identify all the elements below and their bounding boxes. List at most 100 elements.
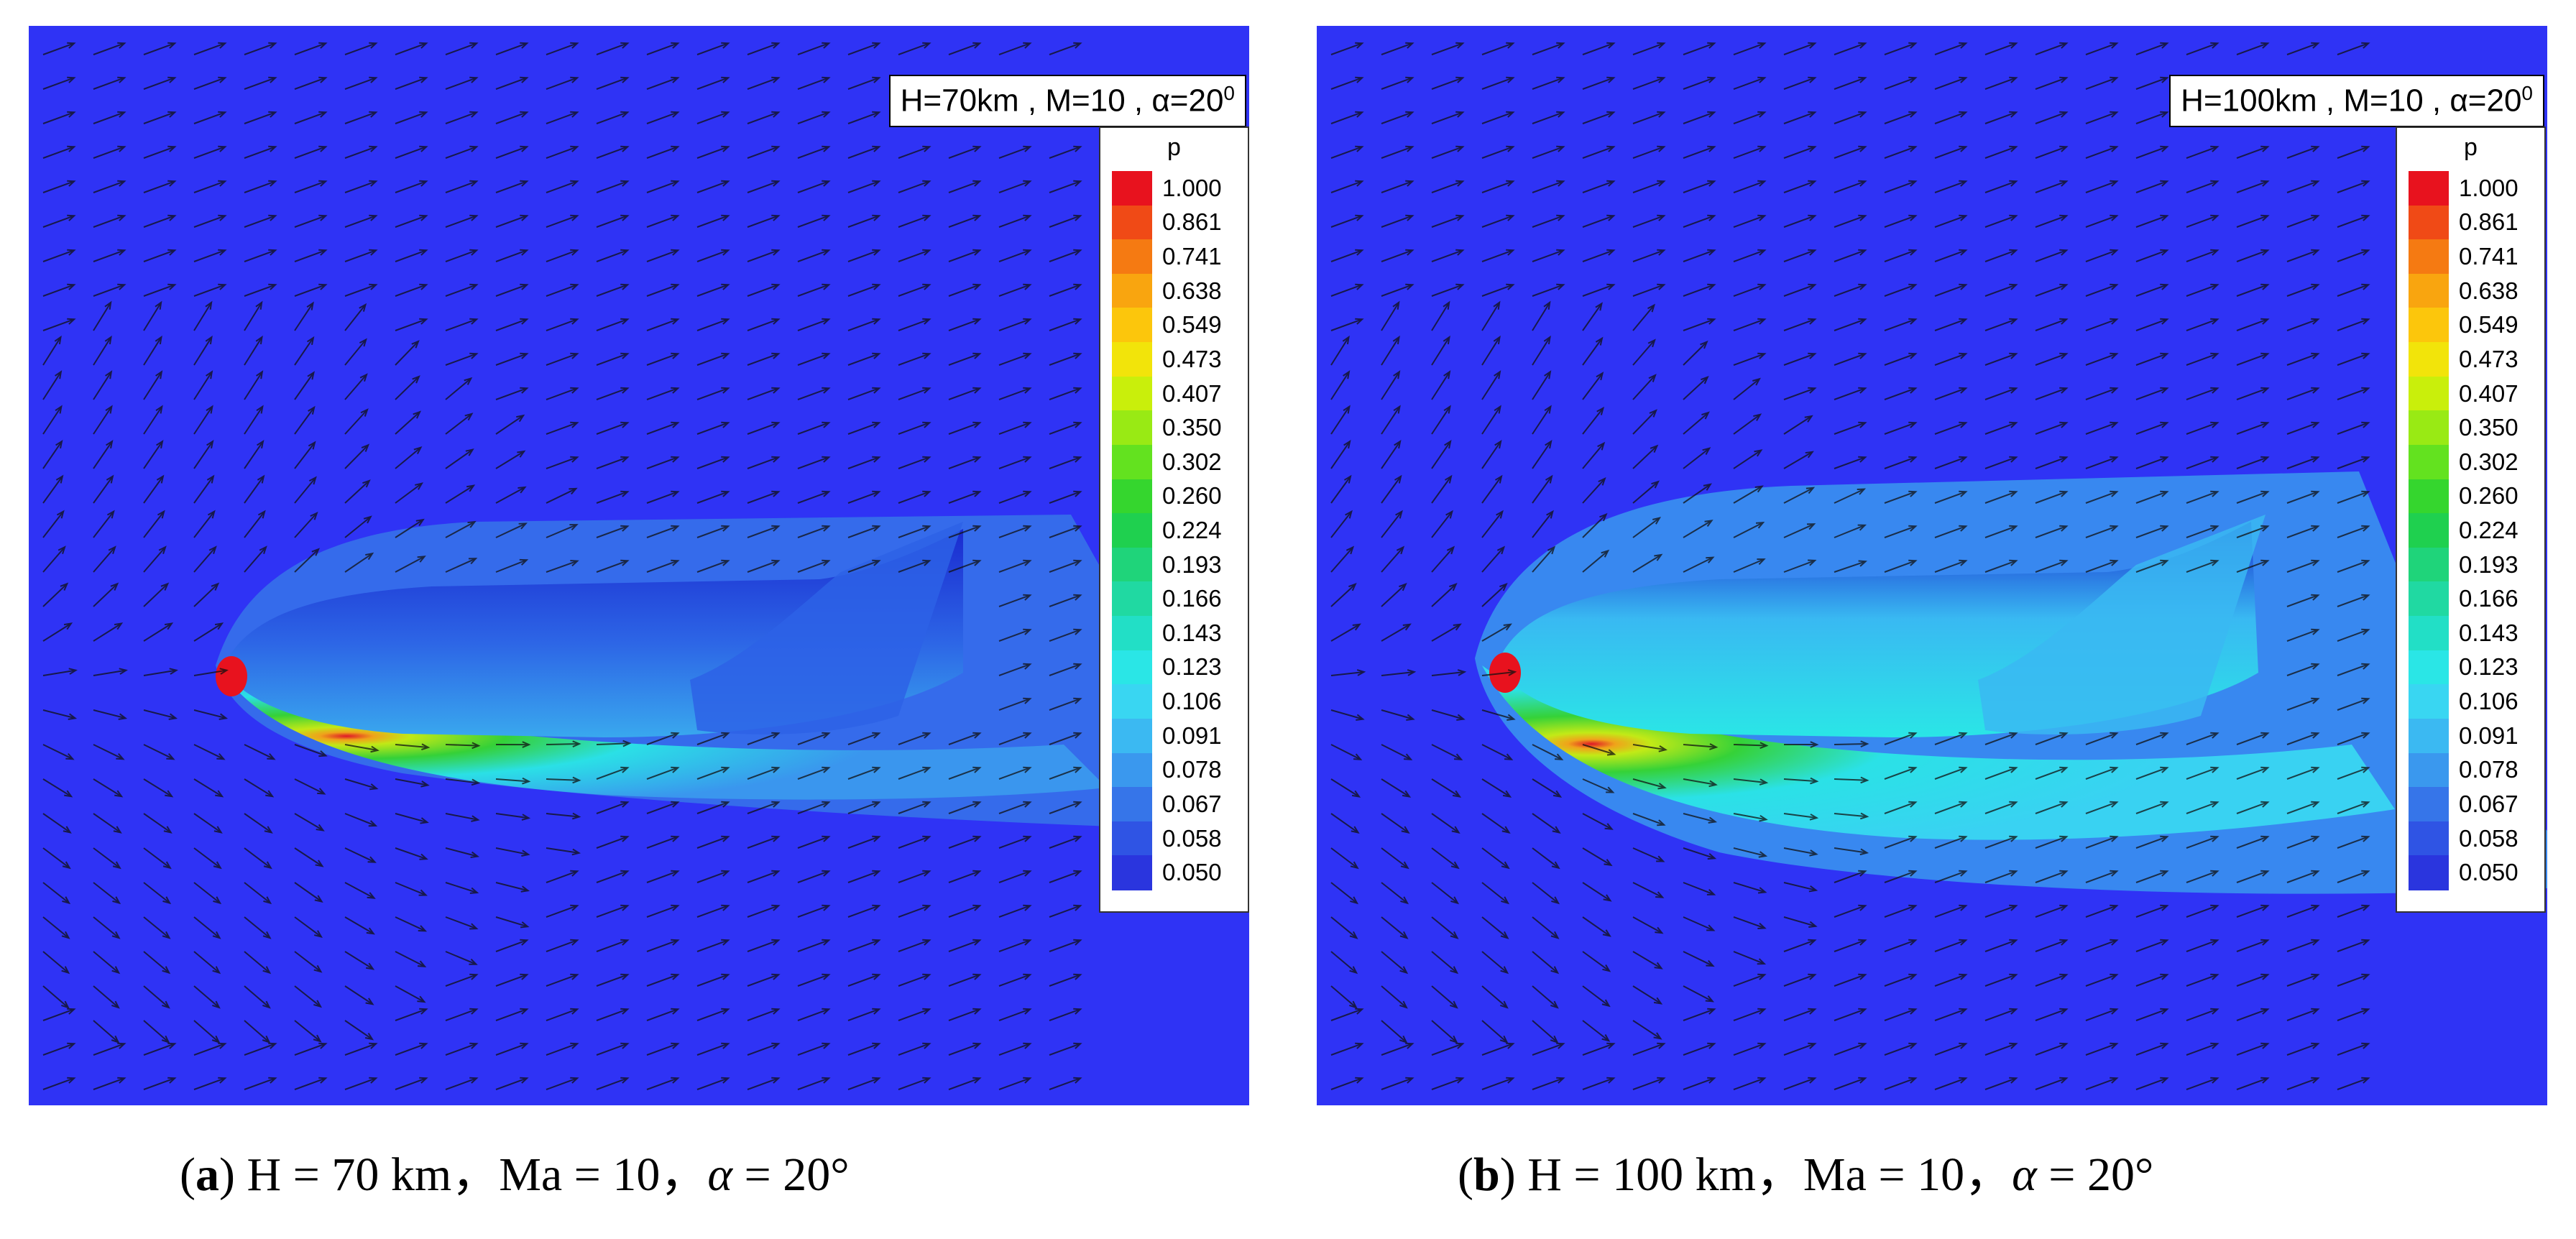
velocity-vector-head: [922, 145, 932, 152]
velocity-vector-head: [671, 525, 680, 532]
velocity-vector: [294, 180, 326, 193]
velocity-vector: [1381, 441, 1401, 469]
velocity-vector-head: [1606, 283, 1616, 290]
velocity-vector: [1783, 974, 1816, 987]
velocity-vector: [244, 249, 276, 262]
velocity-vector-head: [2260, 283, 2270, 290]
velocity-vector-head: [771, 732, 781, 739]
velocity-vector-head: [1073, 249, 1082, 256]
velocity-vector-head: [1700, 340, 1708, 349]
velocity-vector-head: [470, 851, 479, 859]
velocity-vector-head: [872, 904, 881, 911]
velocity-vector: [1381, 284, 1413, 297]
velocity-vector: [93, 441, 113, 469]
velocity-vector-head: [570, 939, 579, 946]
velocity-vector-head: [1555, 753, 1564, 760]
velocity-vector-head: [2260, 318, 2270, 325]
velocity-vector-head: [972, 939, 982, 946]
velocity-vector: [847, 1008, 880, 1021]
velocity-vector-head: [469, 249, 479, 256]
legend-swatch: [1112, 581, 1152, 617]
velocity-vector-head: [1496, 510, 1504, 519]
legend-level-label: 0.166: [2459, 585, 2518, 612]
velocity-vector-head: [1556, 1077, 1565, 1084]
legend-swatch: [2409, 308, 2449, 344]
velocity-vector-head: [1908, 352, 1918, 359]
velocity-vector-head: [117, 76, 126, 83]
velocity-vector: [42, 441, 63, 469]
velocity-vector: [948, 836, 980, 849]
velocity-vector-head: [363, 515, 372, 524]
velocity-vector-head: [520, 249, 529, 256]
velocity-vector-head: [922, 387, 932, 394]
velocity-vector-head: [259, 545, 267, 555]
velocity-vector: [948, 560, 980, 573]
velocity-vector-head: [2361, 835, 2370, 842]
velocity-vector: [696, 180, 729, 193]
velocity-vector-head: [922, 456, 932, 463]
contour-panel-a: H=70km , M=10 , α=200 p 1.000 0.861 0.741 0…: [29, 26, 1249, 1105]
legend-level-label: 0.549: [2459, 311, 2518, 338]
velocity-vector: [1834, 488, 1865, 504]
velocity-vector: [1934, 353, 1966, 366]
legend-level-label: 0.638: [1162, 277, 1222, 304]
velocity-vector-head: [419, 1008, 428, 1015]
velocity-vector: [797, 939, 829, 952]
velocity-vector-head: [2260, 145, 2270, 152]
velocity-vector-head: [721, 387, 730, 394]
velocity-vector-head: [972, 180, 982, 187]
velocity-vector-head: [61, 966, 70, 975]
velocity-vector: [1582, 882, 1611, 902]
velocity-vector: [344, 778, 377, 790]
velocity-vector: [847, 215, 880, 228]
velocity-vector: [1683, 847, 1716, 860]
velocity-vector-head: [111, 966, 121, 975]
velocity-vector-head: [1707, 852, 1717, 860]
velocity-vector-head: [1653, 997, 1663, 1005]
velocity-vector: [2186, 1008, 2218, 1021]
velocity-vector-head: [1959, 111, 1968, 118]
velocity-vector: [395, 376, 420, 400]
velocity-vector: [2035, 215, 2067, 228]
velocity-vector: [143, 406, 163, 435]
velocity-vector-head: [1908, 939, 1918, 946]
velocity-vector-head: [364, 1033, 374, 1041]
velocity-vector-head: [54, 335, 62, 345]
velocity-vector: [1834, 778, 1868, 781]
velocity-vector: [2135, 42, 2168, 55]
velocity-vector-head: [163, 826, 172, 834]
velocity-vector-head: [2160, 111, 2169, 118]
velocity-vector-head: [1454, 753, 1463, 760]
velocity-vector: [1582, 1077, 1614, 1090]
velocity-vector-head: [105, 405, 113, 414]
velocity-vector-head: [2110, 939, 2119, 946]
velocity-vector-head: [67, 111, 76, 118]
velocity-vector: [1381, 813, 1409, 834]
velocity-vector: [696, 111, 729, 124]
velocity-vector-head: [620, 835, 630, 842]
velocity-vector-head: [1598, 476, 1606, 486]
velocity-vector-head: [671, 490, 680, 497]
nose-stagnation-a: [216, 656, 247, 696]
velocity-vector-head: [1908, 732, 1918, 739]
velocity-vector-head: [822, 145, 831, 152]
velocity-vector-head: [2361, 732, 2370, 739]
velocity-vector-head: [318, 111, 328, 118]
velocity-vector: [1733, 744, 1767, 747]
velocity-vector: [93, 111, 125, 124]
velocity-vector-head: [2260, 904, 2270, 911]
velocity-vector-head: [1496, 545, 1506, 555]
velocity-vector: [998, 594, 1031, 607]
velocity-vector-head: [167, 111, 177, 118]
velocity-vector: [546, 1043, 578, 1056]
velocity-vector: [1330, 336, 1350, 366]
velocity-vector-head: [520, 387, 529, 394]
velocity-vector: [1582, 338, 1603, 366]
velocity-vector-head: [1343, 405, 1351, 414]
velocity-vector-head: [1959, 1077, 1968, 1084]
velocity-vector: [42, 249, 75, 262]
velocity-vector-head: [1506, 145, 1515, 152]
velocity-vector-head: [1606, 214, 1616, 221]
velocity-vector: [797, 801, 829, 814]
velocity-vector-head: [117, 42, 126, 49]
